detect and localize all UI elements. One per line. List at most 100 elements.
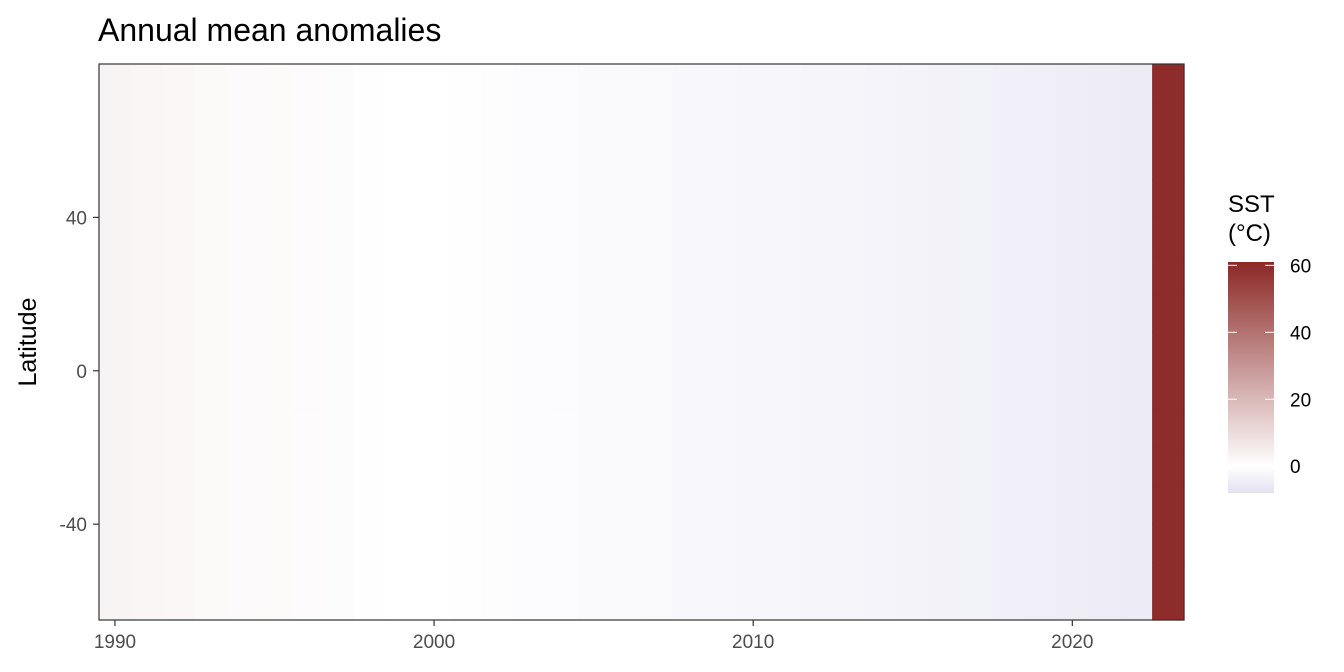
heatmap-cell [577, 255, 611, 295]
heatmap-cell [194, 409, 228, 449]
heatmap-cell [162, 370, 196, 410]
heatmap-cell [928, 524, 962, 564]
heatmap-cell [577, 370, 611, 410]
heatmap-cell [481, 447, 515, 487]
heatmap-cell [577, 332, 611, 372]
heatmap-cell [354, 294, 387, 334]
heatmap-cell [673, 524, 706, 564]
heatmap-cell [1152, 447, 1185, 487]
heatmap-cell [322, 485, 355, 525]
heatmap-cell [481, 217, 515, 257]
heatmap-cell [258, 217, 292, 257]
heatmap-cell [1120, 179, 1153, 218]
heatmap-cell [641, 217, 675, 257]
heatmap-cell [705, 332, 738, 372]
heatmap-cell [864, 102, 898, 142]
heatmap-cell [481, 294, 515, 334]
heatmap-cell [641, 409, 675, 449]
heatmap-cell [194, 294, 228, 334]
heatmap-cell [513, 140, 547, 180]
heatmap-cell [418, 370, 451, 410]
heatmap-cell [1024, 562, 1057, 621]
heatmap-cell [1088, 64, 1121, 103]
heatmap-cell [705, 409, 738, 449]
heatmap-cell [609, 447, 643, 487]
heatmap-cell [194, 370, 228, 410]
heatmap-cell [513, 370, 547, 410]
heatmap-cell [513, 485, 547, 525]
legend-tick-label: 40 [1290, 323, 1311, 344]
heatmap-cell [162, 255, 196, 295]
heatmap-cell [769, 64, 802, 103]
heatmap-cell [1120, 64, 1153, 103]
heatmap-cell [705, 294, 738, 334]
heatmap-cell [1088, 447, 1121, 487]
heatmap-cell [705, 102, 738, 142]
heatmap-cell [992, 332, 1026, 372]
heatmap-cell [481, 64, 515, 103]
heatmap-cell [1024, 409, 1057, 449]
heatmap-cell [928, 447, 962, 487]
heatmap-cell [896, 64, 930, 103]
heatmap-cell [641, 524, 675, 564]
heatmap-cell [801, 447, 834, 487]
heatmap-cell [481, 562, 515, 621]
heatmap-cell [322, 524, 355, 564]
heatmap-cell [673, 332, 706, 372]
heatmap-cell [673, 217, 706, 257]
heatmap-cell [769, 255, 802, 295]
heatmap-cell [226, 409, 260, 449]
heatmap-cell [896, 217, 930, 257]
heatmap-cell [769, 485, 802, 525]
heatmap-cell [386, 409, 419, 449]
heatmap-cell [1088, 102, 1121, 142]
heatmap-cell [322, 447, 355, 487]
heatmap-cell [290, 409, 323, 449]
heatmap-cell [322, 102, 355, 142]
heatmap-cell [1056, 562, 1089, 621]
heatmap-cell [386, 332, 419, 372]
heatmap-cell [1056, 332, 1089, 372]
heatmap-cell [290, 255, 323, 295]
heatmap-cell [1056, 294, 1089, 334]
heatmap-cell [130, 294, 164, 334]
heatmap-cell [992, 409, 1026, 449]
legend-colorbar [1228, 262, 1274, 493]
heatmap-cell [928, 217, 962, 257]
heatmap-cell [1088, 485, 1121, 525]
heatmap-cell [1120, 409, 1153, 449]
heatmap-cell [1120, 447, 1153, 487]
heatmap-cell [1152, 64, 1185, 103]
heatmap-cell [1152, 409, 1185, 449]
heatmap-cell [673, 562, 706, 621]
heatmap-cell [162, 179, 196, 218]
heatmap-cell [577, 217, 611, 257]
legend: SST (°C) 0 20 40 60 [1228, 191, 1311, 493]
heatmap-cell [896, 294, 930, 334]
heatmap-cell [769, 217, 802, 257]
heatmap-cell [928, 485, 962, 525]
heatmap-cell [896, 370, 930, 410]
heatmap-cell [960, 179, 994, 218]
heatmap-cell [705, 179, 738, 218]
heatmap-cell [99, 524, 132, 564]
heatmap-cell [290, 217, 323, 257]
heatmap-cell [99, 485, 132, 525]
y-tick-label: -40 [60, 515, 87, 536]
heatmap-cell [386, 102, 419, 142]
heatmap-cell [290, 370, 323, 410]
heatmap-cell [290, 447, 323, 487]
heatmap-cell [99, 64, 132, 103]
heatmap-cell [1152, 102, 1185, 142]
heatmap-cell [960, 255, 994, 295]
heatmap-cell [864, 485, 898, 525]
heatmap-cell [194, 64, 228, 103]
heatmap-cell [513, 524, 547, 564]
heatmap-cell [354, 140, 387, 180]
y-tick-label: 40 [66, 208, 87, 229]
heatmap-cell [1088, 562, 1121, 621]
heatmap-cell [322, 64, 355, 103]
heatmap-cell [1088, 217, 1121, 257]
heatmap-cell [481, 140, 515, 180]
heatmap-cell [1120, 255, 1153, 295]
